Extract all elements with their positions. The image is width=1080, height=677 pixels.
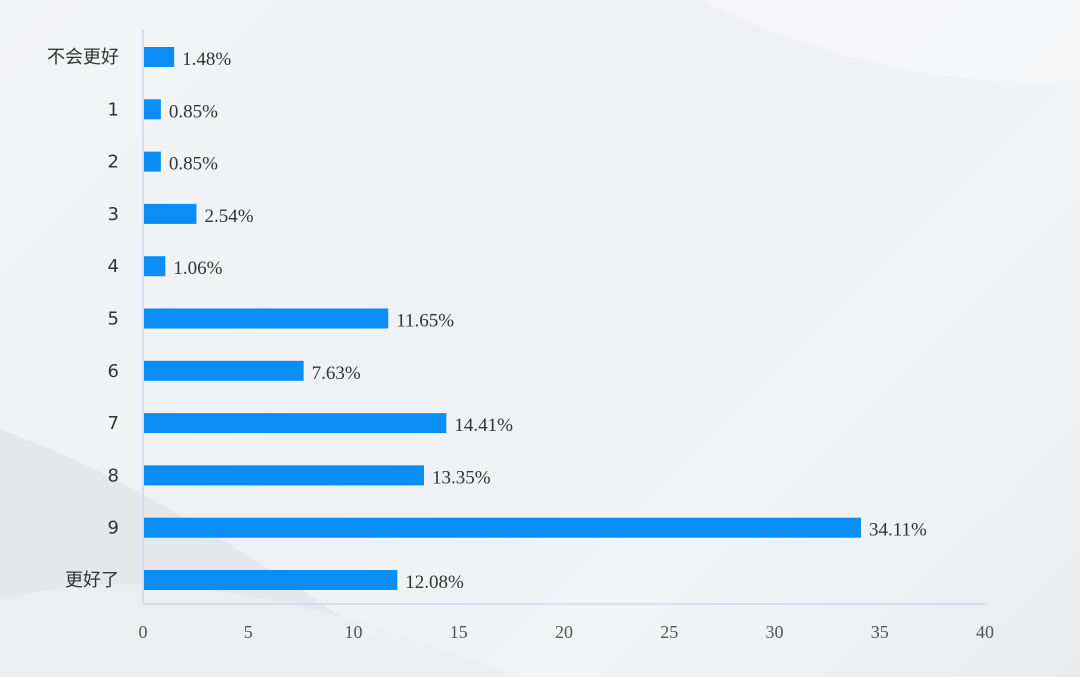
- category-label: 2: [108, 152, 119, 173]
- category-label: 3: [108, 204, 119, 225]
- bar: [144, 517, 862, 538]
- x-tick-label: 15: [450, 622, 468, 642]
- bar: [144, 99, 161, 120]
- data-label: 0.85%: [169, 154, 218, 175]
- x-tick-label: 0: [139, 622, 148, 642]
- x-tick-label: 30: [766, 622, 784, 642]
- bars-layer: [144, 47, 862, 590]
- category-label: 7: [108, 413, 119, 434]
- labels-layer: 不会更好 1.48% 1 0.85% 2 0.85% 3 2.54% 4 1.06% 5 11.65%…: [47, 47, 927, 593]
- bar: [144, 413, 447, 434]
- category-label: 6: [108, 361, 119, 382]
- data-label: 12.08%: [405, 572, 464, 593]
- x-tick-label: 5: [244, 622, 253, 642]
- bar: [144, 151, 161, 172]
- bar: [144, 570, 398, 590]
- data-label: 2.54%: [204, 206, 253, 227]
- x-tick-label: 25: [660, 622, 678, 642]
- bar: [144, 47, 175, 67]
- bar: [144, 256, 166, 277]
- axis-layer: 0 5 10 15 20 25 30 35 40: [139, 30, 994, 642]
- category-label: 1: [108, 99, 119, 120]
- x-tick-label: 40: [976, 622, 994, 642]
- bar: [144, 465, 425, 486]
- x-tick-label: 10: [345, 622, 363, 642]
- category-label: 更好了: [65, 570, 119, 591]
- data-label: 14.41%: [454, 415, 513, 436]
- category-label: 不会更好: [47, 47, 119, 68]
- data-label: 7.63%: [312, 363, 361, 384]
- data-label: 0.85%: [169, 101, 218, 122]
- category-label: 5: [108, 309, 119, 330]
- category-label: 4: [108, 256, 119, 277]
- data-label: 34.11%: [869, 520, 927, 541]
- x-tick-label: 20: [555, 622, 573, 642]
- bar: [144, 308, 389, 329]
- data-label: 13.35%: [432, 467, 491, 488]
- bar: [144, 203, 197, 224]
- category-label: 9: [108, 518, 119, 539]
- category-label: 8: [108, 465, 119, 486]
- x-tick-label: 35: [871, 622, 889, 642]
- data-label: 1.06%: [173, 258, 222, 279]
- bar: [144, 360, 304, 381]
- data-label: 11.65%: [396, 311, 454, 332]
- data-label: 1.48%: [182, 49, 231, 70]
